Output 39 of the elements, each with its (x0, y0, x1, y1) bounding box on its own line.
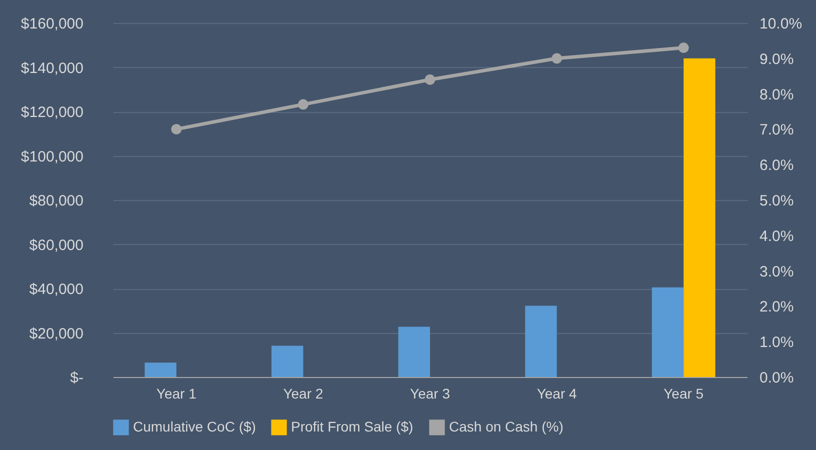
y-tick-label: $60,000 (29, 236, 84, 254)
y2-tick-label: 9.0% (760, 50, 794, 68)
y-tick-label: $- (70, 370, 84, 386)
point (552, 53, 562, 64)
legend-label: Cumulative CoC ($) (133, 418, 256, 434)
x-tick-label: Year 3 (410, 386, 450, 402)
y-tick-label: $120,000 (20, 104, 84, 121)
y-tick-label: $100,000 (20, 148, 84, 166)
point (171, 124, 182, 134)
bar (272, 346, 304, 377)
x-tick-label: Year 5 (664, 386, 704, 402)
y2-tick-label: 7.0% (760, 122, 794, 139)
point (424, 74, 436, 85)
bar (652, 287, 684, 377)
legend-label: Cash on Cash (%) (449, 418, 564, 434)
bar (144, 362, 176, 377)
bar (684, 58, 716, 377)
x-tick-label: Year 4 (536, 386, 577, 402)
y-tick-label: $160,000 (20, 16, 84, 32)
legend-label: Profit From Sale ($) (291, 418, 414, 434)
y-tick-label: $40,000 (29, 281, 84, 298)
x-tick-label: Year 1 (156, 386, 197, 402)
y2-tick-label: 1.0% (760, 334, 794, 352)
point (678, 42, 689, 54)
y2-tick-label: 4.0% (760, 228, 794, 245)
bar (398, 326, 430, 377)
y-tick-label: $80,000 (29, 192, 84, 210)
x-tick-label: Year 2 (283, 386, 324, 402)
y2-tick-label: 8.0% (760, 86, 794, 104)
y2-tick-label: 0.0% (760, 370, 794, 386)
y2-tick-label: 2.0% (760, 298, 794, 316)
y2-tick-label: 5.0% (760, 192, 794, 210)
bar (525, 306, 557, 377)
y2-tick-label: 10.0% (760, 16, 802, 32)
y-tick-label: $20,000 (29, 325, 84, 342)
y-tick-label: $140,000 (20, 60, 84, 77)
y2-tick-label: 6.0% (760, 157, 794, 174)
point (298, 99, 308, 110)
y2-tick-label: 3.0% (760, 263, 794, 280)
